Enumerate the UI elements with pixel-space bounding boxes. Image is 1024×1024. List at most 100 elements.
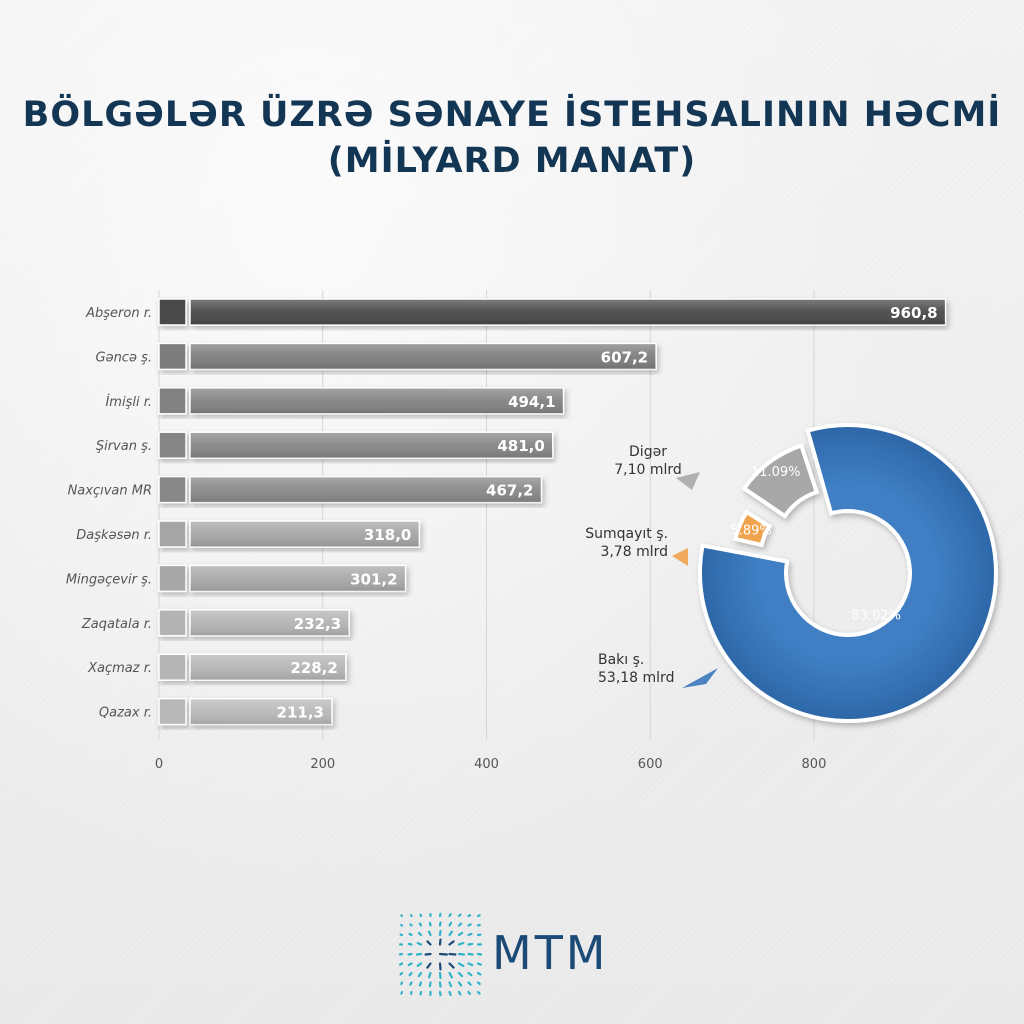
category-label: Şirvan ş. [96, 439, 152, 454]
logo-dash [457, 971, 464, 978]
bar-cap [158, 520, 187, 548]
bar-cap [158, 387, 187, 415]
donut-chart: 83.02% Bakı ş. 53,18 mlrd 5.89% Sumqayıt ş. 3… [585, 423, 998, 723]
logo-dash [428, 921, 432, 927]
logo-dash [476, 981, 481, 986]
bar-highlight [190, 654, 346, 681]
category-label: Daşkəsən r. [76, 528, 152, 543]
bar-row: Qazax r. 211,3 [99, 697, 333, 726]
donut-slice [698, 423, 998, 723]
callout-pointer [682, 668, 718, 688]
logo-dash [448, 952, 457, 956]
bar-value-label: 301,2 [350, 570, 397, 588]
logo-dash [407, 942, 413, 946]
x-tick-label: 400 [474, 757, 499, 772]
slice-percent-label: 5.89% [730, 524, 771, 539]
logo-dash [476, 914, 481, 918]
logo-dash [408, 932, 413, 937]
category-label: Naxçıvan MR [68, 484, 152, 499]
logo-dash [398, 952, 404, 956]
category-label: Mingəçevir ş. [66, 572, 152, 587]
callout-pointer [672, 548, 688, 566]
logo-dash [399, 962, 404, 966]
bar-highlight [190, 299, 946, 325]
logo-dash [417, 971, 423, 978]
logo-dash [457, 981, 463, 987]
logo-dash [467, 914, 472, 918]
slice-value-label: 53,18 mlrd [598, 670, 674, 686]
bar-value-label: 481,0 [497, 437, 544, 455]
bar-value-label: 318,0 [364, 526, 411, 544]
slice-name-label: Sumqayıt ş. [585, 526, 668, 542]
category-label: Gəncə ş. [96, 350, 153, 365]
mtm-logo-icon [398, 912, 483, 997]
bar-highlight [190, 609, 350, 636]
mtm-logo-text: MTM [492, 926, 609, 980]
logo-dash [438, 971, 442, 980]
bar-highlight [190, 565, 406, 592]
logo-dash [448, 913, 452, 918]
donut-slice [733, 509, 773, 548]
logo-dash [438, 938, 442, 946]
logo-dash [476, 962, 482, 966]
logo-dash [467, 932, 473, 937]
bar-cap [158, 431, 187, 459]
bar-row: Mingəçevir ş. 301,2 [66, 564, 407, 593]
bar-value-label: 494,1 [508, 393, 555, 411]
logo-dash [457, 931, 464, 937]
bar-cap [158, 342, 187, 371]
x-axis-ticks: 0 200 400 600 800 [155, 757, 827, 772]
x-tick-label: 200 [310, 757, 335, 772]
logo-dash [448, 940, 455, 946]
logo-dash [457, 952, 466, 956]
logo-dash [438, 990, 442, 997]
logo-dash [424, 952, 432, 956]
logo-dash [438, 912, 442, 918]
slice-percent-label: 11.09% [751, 465, 801, 480]
logo-dash [448, 962, 455, 969]
bar-row: Abşeron r. 960,8 [85, 298, 947, 326]
logo-dash [408, 971, 413, 977]
logo-dash [426, 962, 432, 969]
logo-dash [467, 971, 473, 977]
bar-cap [158, 298, 187, 326]
logo-dash [467, 990, 472, 995]
bar-highlight [190, 521, 420, 547]
bar-row: Naxçıvan MR 467,2 [68, 475, 543, 504]
bar-value-label: 960,8 [890, 304, 937, 322]
category-label: İmişli r. [105, 394, 152, 410]
logo-dash [467, 923, 472, 927]
logo-dash [438, 929, 442, 937]
x-tick-label: 0 [155, 757, 163, 772]
logo-dash [448, 921, 453, 927]
logo-dash [418, 981, 423, 987]
slice-name-label: Digər [629, 444, 667, 460]
category-label: Qazax r. [99, 706, 152, 721]
logo-dash [399, 971, 404, 976]
chart-title-line-2: (MİLYARD MANAT) [327, 141, 697, 181]
logo-dash [476, 990, 481, 995]
logo-dash [467, 962, 474, 967]
bar-row: Daşkəsən r. 318,0 [76, 520, 421, 548]
logo-dash [438, 921, 442, 927]
logo-dash [427, 930, 432, 937]
category-label: Zaqatala r. [81, 617, 152, 632]
slice-value-label: 7,10 mlrd [614, 462, 682, 478]
bar-value-label: 607,2 [601, 348, 648, 366]
category-label: Abşeron r. [85, 306, 152, 321]
logo-dash [418, 922, 423, 927]
bar-value-label: 232,3 [294, 615, 341, 633]
logo-dash [428, 981, 432, 988]
bar-row: Gəncə ş. 607,2 [96, 342, 657, 371]
logo-dash [426, 940, 432, 946]
logo-dash [476, 952, 483, 956]
bar-series: Abşeron r. 960,8 Gəncə ş. 607,2 İmişli r. 494… [66, 298, 947, 726]
logo-dash [407, 962, 413, 967]
logo-dash [409, 923, 413, 927]
logo-dash [407, 952, 413, 956]
logo-dash [476, 971, 482, 976]
slice-name-label: Bakı ş. [598, 652, 644, 668]
bar-highlight [190, 476, 542, 503]
bar-cap [158, 653, 187, 681]
